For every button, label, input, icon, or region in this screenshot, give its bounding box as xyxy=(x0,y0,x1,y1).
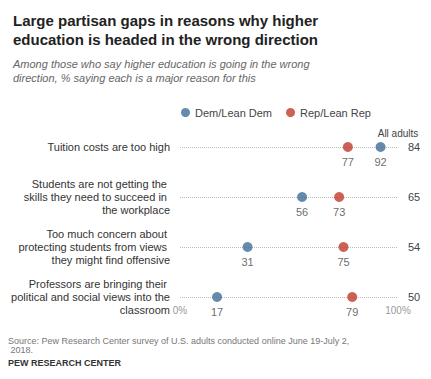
svg-text:Large partisan gaps in reasons: Large partisan gaps in reasons why highe… xyxy=(13,12,322,29)
svg-text:Students are not getting the: Students are not getting the xyxy=(32,178,170,190)
svg-text:50: 50 xyxy=(408,291,420,303)
svg-text:77: 77 xyxy=(342,156,354,168)
svg-text:All adults: All adults xyxy=(378,128,419,139)
svg-text:56: 56 xyxy=(296,206,308,218)
svg-text:2018.: 2018. xyxy=(8,345,33,355)
svg-text:Too much concern about: Too much concern about xyxy=(46,228,170,240)
svg-text:75: 75 xyxy=(337,256,349,268)
svg-text:they might find offensive: they might find offensive xyxy=(52,254,170,266)
svg-text:skills they need to succeed in: skills they need to succeed in xyxy=(24,191,170,203)
svg-text:Among those who say higher edu: Among those who say higher education is … xyxy=(12,58,313,70)
svg-text:17: 17 xyxy=(211,306,223,318)
svg-text:54: 54 xyxy=(408,241,420,253)
svg-text:0%: 0% xyxy=(173,305,188,316)
svg-text:direction, % saying each is a: direction, % saying each is a major reas… xyxy=(13,72,256,84)
svg-text:the workplace: the workplace xyxy=(102,204,170,216)
svg-text:100%: 100% xyxy=(385,305,411,316)
svg-text:Rep/Lean Rep: Rep/Lean Rep xyxy=(300,107,371,119)
svg-text:Tuition costs are too high: Tuition costs are too high xyxy=(48,141,171,153)
svg-text:education is headed in the wro: education is headed in the wrong directi… xyxy=(13,31,318,48)
svg-text:PEW RESEARCH CENTER: PEW RESEARCH CENTER xyxy=(8,358,122,368)
svg-text:79: 79 xyxy=(346,306,358,318)
svg-text:political and social views int: political and social views into the xyxy=(11,291,170,303)
svg-text:Source: Pew Research Center su: Source: Pew Research Center survey of U.… xyxy=(8,336,349,346)
svg-text:classroom: classroom xyxy=(117,304,170,316)
svg-text:92: 92 xyxy=(374,156,386,168)
svg-text:Professors are bringing their: Professors are bringing their xyxy=(29,278,170,290)
svg-text:31: 31 xyxy=(241,256,253,268)
svg-text:73: 73 xyxy=(333,206,345,218)
svg-text:Dem/Lean Dem: Dem/Lean Dem xyxy=(195,107,272,119)
svg-text:65: 65 xyxy=(408,191,420,203)
svg-text:protecting students from views: protecting students from views xyxy=(18,241,170,253)
svg-text:84: 84 xyxy=(408,141,420,153)
